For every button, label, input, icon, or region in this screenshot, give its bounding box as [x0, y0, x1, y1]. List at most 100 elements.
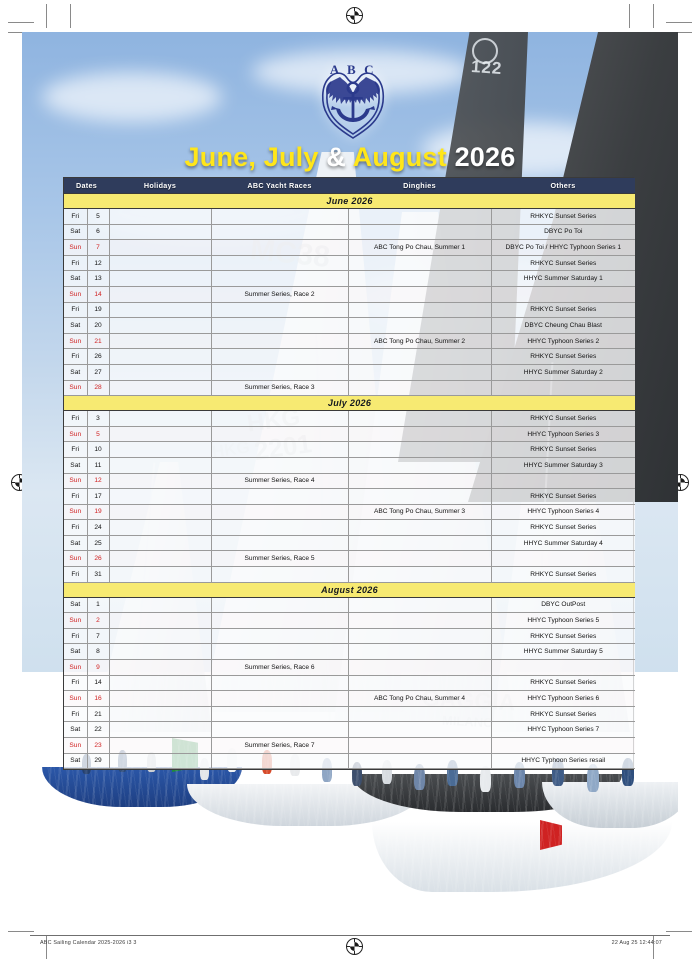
cell-dinghies — [348, 348, 492, 365]
calendar-row[interactable]: Sat 25 HHYC Summer Saturday 4 — [64, 535, 636, 552]
calendar-row[interactable]: Sat 22 HHYC Typhoon Series 7 — [64, 721, 636, 738]
calendar-row[interactable]: Fri 24 RHKYC Sunset Series — [64, 519, 636, 536]
calendar-row[interactable]: Sun 28 Summer Series, Race 3 — [64, 380, 636, 397]
cell-abc-yacht-races — [211, 441, 349, 458]
calendar-row[interactable]: Fri 26 RHKYC Sunset Series — [64, 348, 636, 365]
calendar-row[interactable]: Fri 7 RHKYC Sunset Series — [64, 628, 636, 645]
cell-others: RHKYC Sunset Series — [491, 628, 636, 645]
cell-holidays — [109, 239, 212, 256]
cell-holidays — [109, 566, 212, 583]
calendar-row[interactable]: Sun 26 Summer Series, Race 5 — [64, 550, 636, 568]
calendar-row[interactable]: Sat 1 DBYC OutPost — [64, 597, 636, 614]
cell-day: Sun — [64, 286, 88, 303]
calendar-row[interactable]: Fri 21 RHKYC Sunset Series — [64, 706, 636, 723]
cell-holidays — [109, 286, 212, 303]
cell-dinghies — [348, 224, 492, 241]
crop-mark-tr-h2 — [666, 32, 692, 33]
cell-abc-yacht-races — [211, 348, 349, 365]
cell-abc-yacht-races — [211, 675, 349, 692]
calendar-row[interactable]: Sun 5 HHYC Typhoon Series 3 — [64, 426, 636, 443]
calendar-row[interactable]: Sun 21 ABC Tong Po Chau, Summer 2 HHYC Typh… — [64, 333, 636, 350]
calendar-row[interactable]: Sat 8 HHYC Summer Saturday 5 — [64, 643, 636, 661]
calendar-row[interactable]: Sun 2 HHYC Typhoon Series 5 — [64, 612, 636, 629]
cell-holidays — [109, 706, 212, 723]
cell-holidays — [109, 364, 212, 381]
cell-date: 21 — [87, 333, 110, 350]
cell-date: 19 — [87, 504, 110, 521]
calendar-row[interactable]: Sun 7 ABC Tong Po Chau, Summer 1 DBYC Po To… — [64, 239, 636, 256]
cell-date: 23 — [87, 737, 110, 754]
calendar-row[interactable]: Sun 12 Summer Series, Race 4 — [64, 473, 636, 490]
cell-dinghies — [348, 457, 492, 474]
cell-others: RHKYC Sunset Series — [491, 566, 636, 583]
cell-date: 21 — [87, 706, 110, 723]
cell-others: RHKYC Sunset Series — [491, 675, 636, 692]
calendar-row[interactable]: Fri 3 RHKYC Sunset Series — [64, 410, 636, 427]
cell-holidays — [109, 441, 212, 458]
cell-day: Fri — [64, 566, 88, 583]
cell-date: 2 — [87, 612, 110, 629]
calendar-row[interactable]: Sat 29 HHYC Typhoon Series resail — [64, 753, 636, 770]
cell-others — [491, 286, 636, 303]
calendar-row[interactable]: Fri 5 RHKYC Sunset Series — [64, 208, 636, 225]
calendar-row[interactable]: Sat 6 DBYC Po Toi — [64, 224, 636, 241]
cell-others: HHYC Summer Saturday 2 — [491, 364, 636, 381]
cell-dinghies — [348, 566, 492, 583]
cell-day: Fri — [64, 488, 88, 505]
cell-others: HHYC Typhoon Series 3 — [491, 426, 636, 443]
cell-dinghies — [348, 473, 492, 490]
month-header-row: June 2026 — [64, 193, 636, 209]
cell-dinghies — [348, 317, 492, 334]
table-header: Dates Holidays ABC Yacht Races Dinghies … — [64, 178, 636, 194]
photo-red-flag — [540, 820, 562, 850]
registration-mark-top — [346, 7, 363, 24]
cell-others: RHKYC Sunset Series — [491, 706, 636, 723]
cell-holidays — [109, 426, 212, 443]
calendar-row[interactable]: Fri 17 RHKYC Sunset Series — [64, 488, 636, 505]
calendar-row[interactable]: Sun 23 Summer Series, Race 7 — [64, 737, 636, 754]
cell-others — [491, 380, 636, 397]
cell-day: Sat — [64, 535, 88, 552]
calendar-row[interactable]: Sat 11 HHYC Summer Saturday 3 — [64, 457, 636, 474]
cell-date: 10 — [87, 441, 110, 458]
cell-holidays — [109, 410, 212, 427]
calendar-row[interactable]: Sat 27 HHYC Summer Saturday 2 — [64, 364, 636, 381]
calendar-row[interactable]: Fri 10 RHKYC Sunset Series — [64, 441, 636, 458]
cell-holidays — [109, 208, 212, 225]
crop-mark-br-v — [653, 935, 654, 959]
cell-holidays — [109, 643, 212, 661]
cell-holidays — [109, 659, 212, 676]
calendar-row[interactable]: Sat 13 HHYC Summer Saturday 1 — [64, 270, 636, 287]
calendar-row[interactable]: Sun 16 ABC Tong Po Chau, Summer 4 HHYC Typh… — [64, 690, 636, 707]
calendar-row[interactable]: Sun 19 ABC Tong Po Chau, Summer 3 HHYC Typh… — [64, 504, 636, 521]
cell-holidays — [109, 753, 212, 770]
cell-abc-yacht-races: Summer Series, Race 2 — [211, 286, 349, 303]
calendar-row[interactable]: Sun 14 Summer Series, Race 2 — [64, 286, 636, 303]
calendar-row[interactable]: Sat 20 DBYC Cheung Chau Blast — [64, 317, 636, 334]
cell-date: 17 — [87, 488, 110, 505]
crop-mark-tl-h — [8, 22, 34, 23]
cell-dinghies — [348, 659, 492, 676]
cell-dinghies — [348, 255, 492, 272]
svg-text:A B C: A B C — [330, 62, 376, 77]
cell-others: HHYC Typhoon Series 7 — [491, 721, 636, 738]
cell-day: Sun — [64, 737, 88, 754]
calendar-row[interactable]: Sun 9 Summer Series, Race 6 — [64, 659, 636, 676]
cell-day: Fri — [64, 706, 88, 723]
cell-others: HHYC Typhoon Series 2 — [491, 333, 636, 350]
calendar-row[interactable]: Fri 14 RHKYC Sunset Series — [64, 675, 636, 692]
crop-mark-bl-h — [8, 931, 34, 932]
cell-abc-yacht-races — [211, 208, 349, 225]
crop-mark-tr-v2 — [629, 4, 630, 28]
cell-dinghies — [348, 675, 492, 692]
col-header-holidays: Holidays — [109, 178, 212, 194]
cell-holidays — [109, 721, 212, 738]
calendar-row[interactable]: Fri 31 RHKYC Sunset Series — [64, 566, 636, 583]
calendar-row[interactable]: Fri 19 RHKYC Sunset Series — [64, 302, 636, 319]
cell-abc-yacht-races — [211, 597, 349, 614]
cell-dinghies — [348, 535, 492, 552]
calendar-row[interactable]: Fri 12 RHKYC Sunset Series — [64, 255, 636, 272]
cell-others: HHYC Summer Saturday 4 — [491, 535, 636, 552]
cell-abc-yacht-races — [211, 270, 349, 287]
cell-holidays — [109, 348, 212, 365]
